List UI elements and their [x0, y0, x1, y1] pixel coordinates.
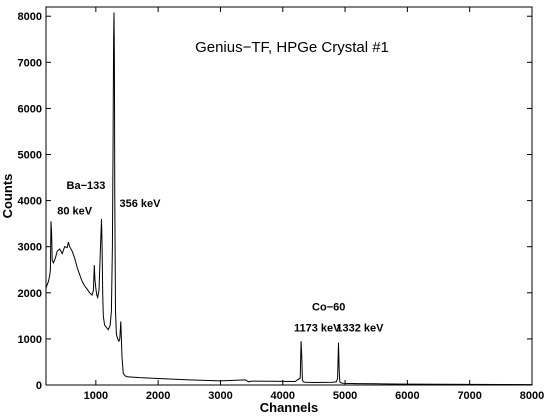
y-tick-label: 5000	[18, 150, 42, 162]
x-tick-label: 8000	[520, 390, 544, 402]
y-tick-label: 3000	[18, 242, 42, 254]
x-tick-label: 5000	[333, 390, 357, 402]
y-axis-ticks: 0 1000 2000 3000 4000 5000 6000 7000 8000	[18, 11, 532, 392]
y-tick-label: 6000	[18, 103, 42, 115]
y-tick-label: 2000	[18, 288, 42, 300]
peak-annotation: Co−60	[312, 301, 345, 313]
x-tick-label: 2000	[146, 390, 170, 402]
x-axis-title: Channels	[260, 400, 319, 415]
peak-annotation: 1332 keV	[336, 323, 384, 335]
peak-annotation: 1173 keV	[294, 323, 341, 335]
y-tick-label: 8000	[18, 11, 42, 23]
x-tick-label: 7000	[457, 390, 481, 402]
peak-annotation: 80 keV	[57, 205, 93, 217]
peak-annotation: Ba−133	[67, 180, 106, 192]
y-tick-label: 0	[36, 380, 42, 392]
y-axis-title: Counts	[0, 174, 15, 219]
x-tick-label: 3000	[208, 390, 232, 402]
x-tick-label: 4000	[271, 390, 295, 402]
y-tick-label: 7000	[18, 57, 42, 69]
y-tick-label: 4000	[18, 196, 42, 208]
x-axis-ticks: 1000 2000 3000 4000 5000 6000 7000 8000	[84, 7, 544, 402]
y-tick-label: 1000	[18, 334, 42, 346]
spectrum-line	[45, 12, 533, 386]
chart-title: Genius−TF, HPGe Crystal #1	[195, 39, 389, 56]
x-tick-label: 6000	[395, 390, 419, 402]
x-tick-label: 1000	[84, 390, 108, 402]
peak-annotation: 356 keV	[120, 198, 162, 210]
plot-frame	[45, 6, 533, 386]
